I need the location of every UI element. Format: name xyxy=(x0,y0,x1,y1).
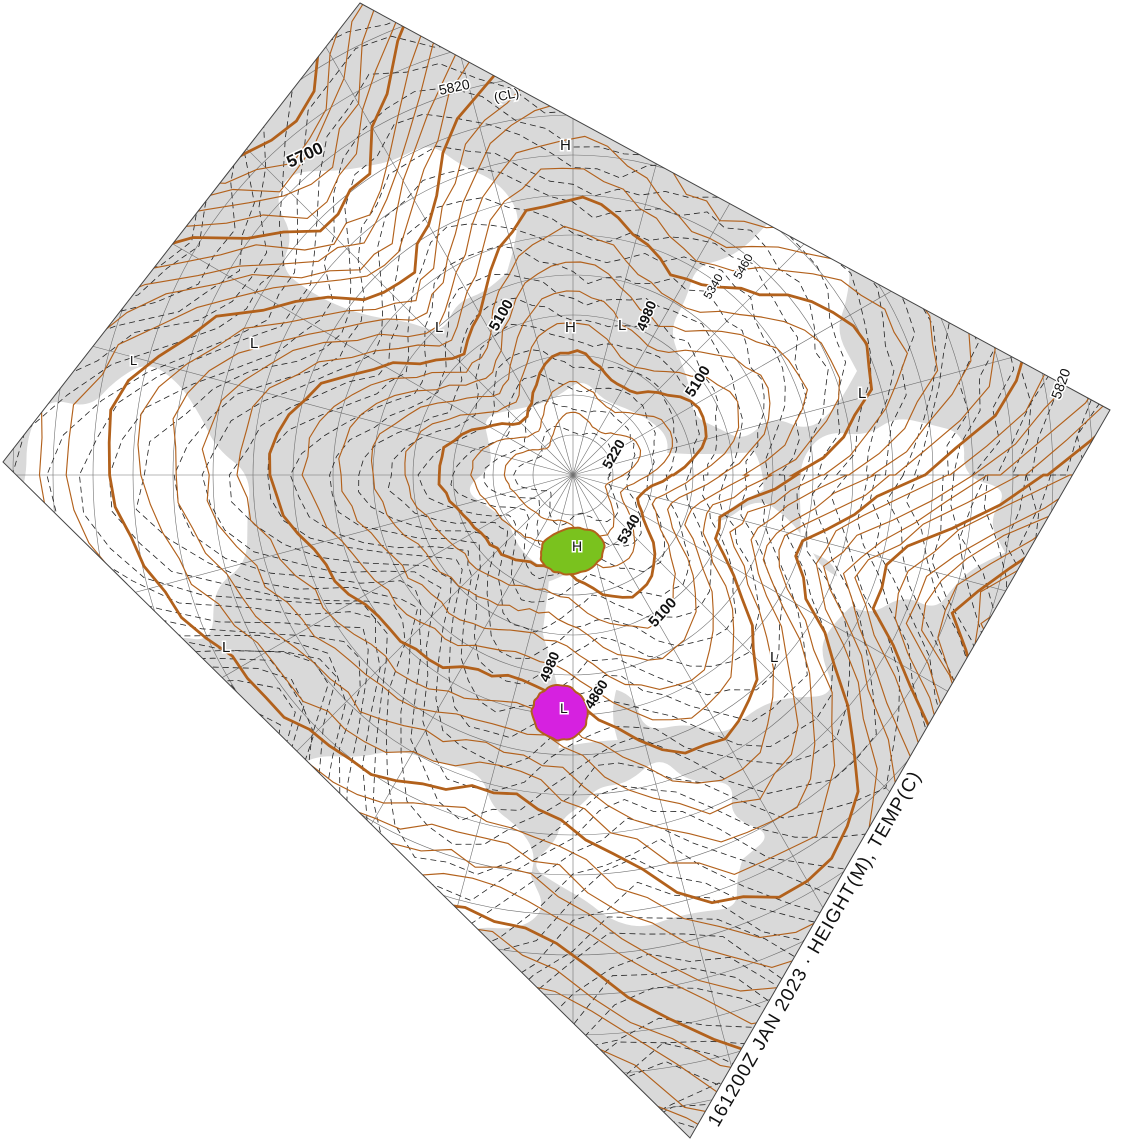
svg-text:L: L xyxy=(858,385,866,402)
svg-text:L: L xyxy=(250,335,258,352)
svg-text:H: H xyxy=(560,137,571,154)
svg-text:L: L xyxy=(770,649,778,666)
svg-text:L: L xyxy=(618,317,626,334)
svg-text:L: L xyxy=(560,700,568,716)
svg-text:H: H xyxy=(572,538,582,554)
svg-text:H: H xyxy=(565,319,576,336)
svg-text:L: L xyxy=(435,319,443,336)
svg-text:L: L xyxy=(222,639,230,656)
svg-text:L: L xyxy=(130,353,137,368)
